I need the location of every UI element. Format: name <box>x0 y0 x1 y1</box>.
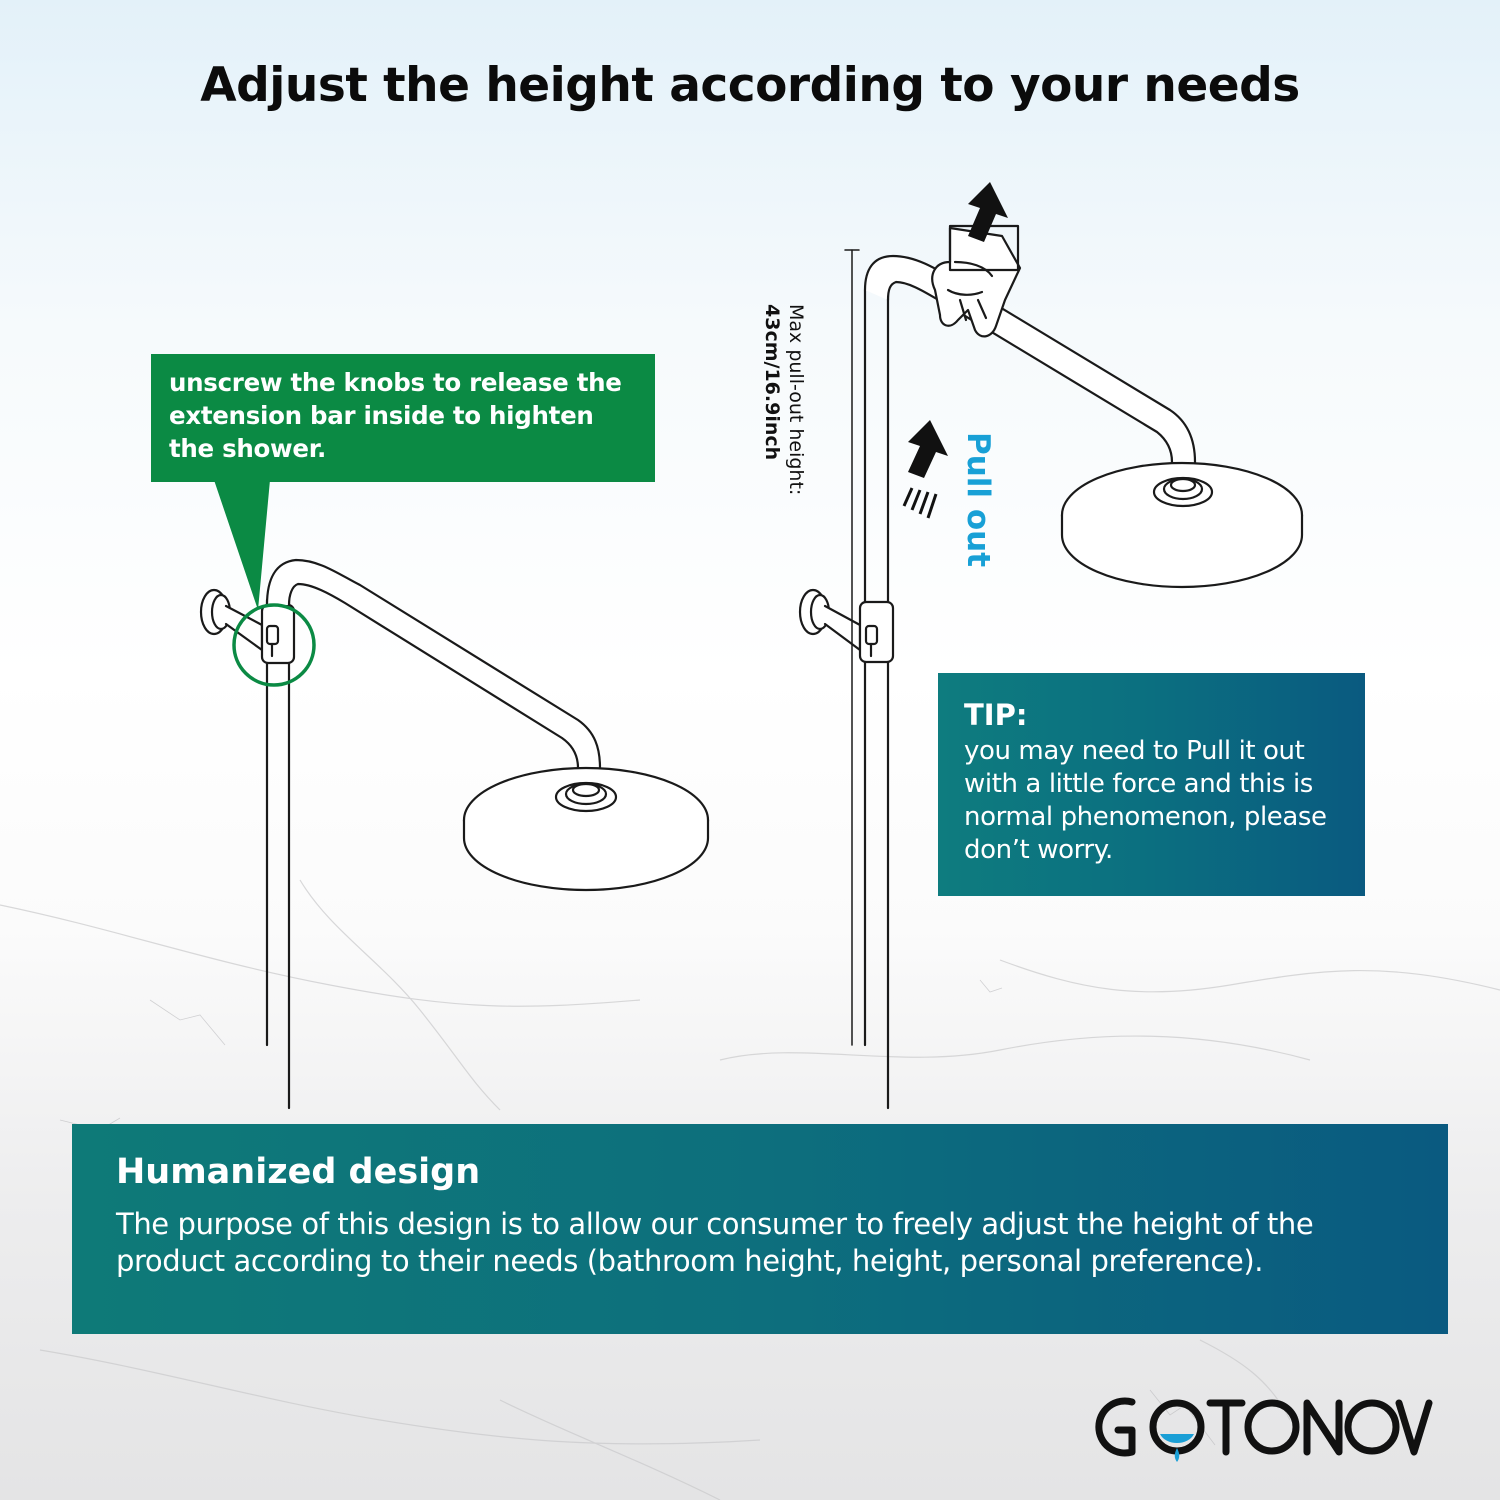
callout-pointer <box>214 480 270 610</box>
tip-box: TIP: you may need to Pull it out with a … <box>938 673 1365 896</box>
knob-callout: unscrew the knobs to release the extensi… <box>151 354 655 482</box>
water-drop-icon <box>1160 1434 1194 1443</box>
tip-title: TIP: <box>964 698 1028 732</box>
highlight-circle <box>232 603 316 687</box>
page-title: Adjust the height according to your need… <box>200 58 1300 113</box>
tip-text: you may need to Pull it out with a littl… <box>964 736 1327 865</box>
up-arrow-icon <box>902 182 1008 519</box>
left-shower-diagram <box>199 558 710 1110</box>
humanized-design-banner: Humanized design The purpose of this des… <box>72 1124 1448 1334</box>
right-shower-diagram <box>798 224 1304 1110</box>
measure-value: 43cm/16.9inch <box>761 304 783 461</box>
callout-text: unscrew the knobs to release the extensi… <box>169 368 622 463</box>
measure-label: Max pull-out height: <box>785 304 807 496</box>
banner-title: Humanized design <box>116 1152 481 1192</box>
banner-text: The purpose of this design is to allow o… <box>116 1207 1314 1278</box>
pull-out-height-label: Max pull-out height: 43cm/16.9inch <box>760 304 808 564</box>
brand-logo <box>1095 1397 1433 1462</box>
pull-out-label: Pull out <box>960 432 996 568</box>
